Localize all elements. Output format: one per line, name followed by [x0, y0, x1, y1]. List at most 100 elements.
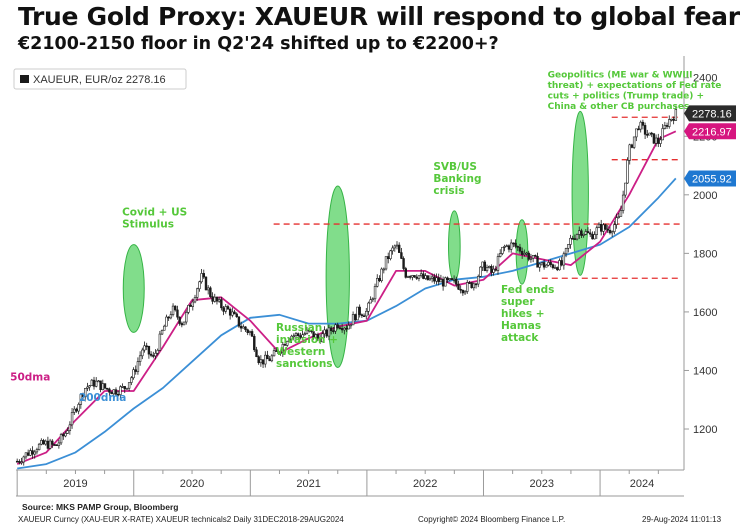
price-candle-body [430, 276, 434, 279]
value-tag-label: 2216.97 [692, 126, 732, 138]
price-candle-body [275, 350, 278, 352]
price-candle-body [674, 109, 678, 121]
price-candle-body [419, 273, 423, 276]
price-candle-body [138, 355, 142, 362]
footer-timestamp: 29-Aug-2024 11:01:13 [642, 515, 722, 524]
price-candle-body [606, 228, 609, 231]
price-candle-body [281, 344, 285, 353]
x-tick-label: 2020 [180, 478, 204, 490]
price-candle-body [167, 316, 170, 319]
price-candle-body [211, 296, 214, 302]
price-candle-body [584, 231, 588, 235]
price-candle-body [123, 386, 126, 390]
price-candle-body [70, 412, 74, 426]
price-candle-body [408, 276, 412, 278]
price-candle-body [237, 316, 241, 327]
price-candle-body [602, 224, 605, 232]
price-candle-body [103, 383, 107, 389]
price-candle-body [470, 282, 473, 289]
price-candle-body [441, 279, 445, 287]
price-candle-body [248, 331, 252, 333]
price-candle-body [428, 278, 432, 281]
price-candle-body [505, 245, 508, 248]
price-candle-body [580, 230, 583, 236]
price-candle-body [301, 334, 304, 338]
footer-left: XAUEUR Curncy (XAU-EUR X-RATE) XAUEUR te… [18, 515, 344, 524]
price-candle-body [158, 333, 162, 351]
price-candle-body [569, 237, 572, 245]
price-candle-body [661, 128, 664, 141]
price-candle-body [191, 301, 195, 307]
price-candle-body [571, 237, 574, 240]
price-candle-body [338, 327, 342, 330]
price-candle-body [498, 253, 502, 257]
annotation-line: super [501, 296, 535, 308]
price-candle-body [294, 333, 298, 337]
price-candle-body [130, 377, 133, 383]
price-candle-body [40, 440, 43, 445]
price-candle-body [463, 291, 467, 294]
price-candle-body [44, 440, 47, 445]
price-candle-body [303, 333, 306, 335]
value-tag: 2055.92 [684, 170, 736, 187]
price-candle-body [589, 232, 592, 235]
price-candle-body [349, 324, 353, 327]
annotation-line: Fed ends [501, 284, 554, 296]
price-candle-body [496, 256, 500, 271]
price-candle-body [257, 356, 260, 364]
annotation-line: hikes + [501, 308, 545, 320]
price-candle-body [141, 349, 144, 357]
price-candle-body [323, 329, 326, 335]
price-candle-body [387, 256, 390, 260]
price-candle-body [564, 248, 568, 255]
price-candle-body [402, 258, 405, 269]
price-candle-body [90, 379, 94, 386]
price-candle-body [411, 275, 414, 278]
price-candle-body [630, 144, 634, 148]
price-candle-body [84, 388, 87, 398]
price-candle-body [59, 434, 63, 444]
price-candle-body [637, 128, 640, 131]
price-candle-body [255, 349, 258, 357]
price-candle-body [215, 296, 219, 302]
price-candle-body [299, 335, 302, 338]
price-candle-body [531, 255, 535, 259]
price-candle-body [556, 267, 559, 271]
price-candle-body [259, 359, 263, 364]
price-candle-body [461, 289, 465, 294]
price-candle-body [474, 283, 478, 286]
y-tick-label: 2400 [693, 73, 717, 85]
price-candle-body [536, 255, 539, 268]
price-candle-body [613, 224, 616, 232]
price-candle-body [224, 306, 227, 312]
price-candle-body [648, 132, 651, 136]
price-candle-body [33, 451, 36, 455]
price-series [15, 105, 678, 466]
price-candle-body [202, 273, 205, 278]
price-candle-body [26, 452, 30, 456]
price-candle-body [340, 328, 344, 331]
price-candle-body [336, 324, 339, 329]
price-candle-body [619, 210, 623, 217]
price-candle-body [586, 231, 590, 234]
price-candle-body [413, 275, 416, 278]
price-candle-body [20, 461, 23, 464]
price-candle-body [244, 326, 247, 331]
value-tag-box [684, 105, 736, 122]
price-candle-body [538, 263, 541, 268]
annotation: 200dma [79, 392, 126, 404]
price-candle-body [345, 327, 348, 330]
price-candle-body [371, 298, 375, 301]
price-candle-body [376, 278, 379, 287]
price-candle-body [567, 244, 570, 249]
price-candle-body [378, 278, 381, 282]
price-candle-body [367, 302, 370, 312]
price-candle-body [101, 383, 104, 390]
price-candle-body [77, 404, 80, 412]
annotation-line: Russian [276, 322, 322, 334]
price-candle-body [143, 345, 146, 351]
annotation-line: Hamas [501, 320, 541, 332]
